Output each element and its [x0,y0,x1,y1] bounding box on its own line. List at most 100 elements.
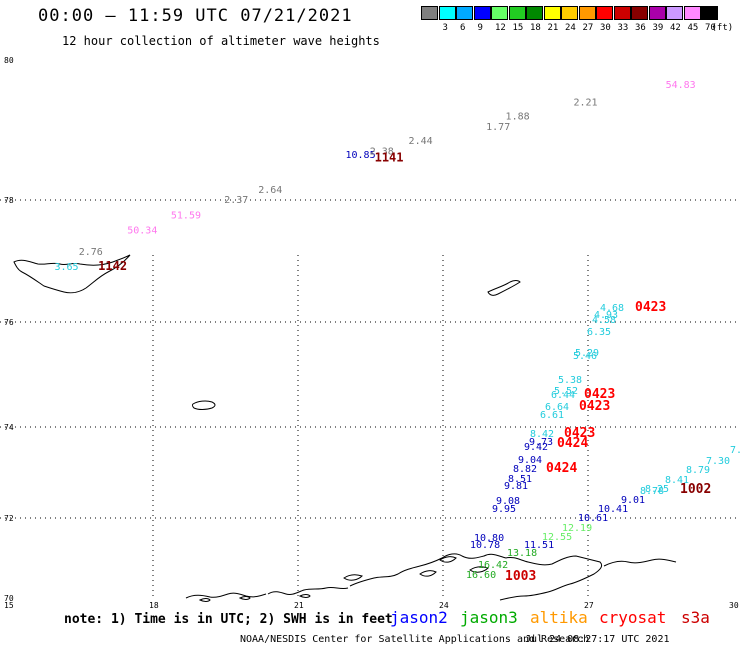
pass-time-label: 1141 [375,151,404,165]
legend-swatch [631,6,648,20]
legend-label: 42 [670,23,681,33]
lon-tick-label: 21 [294,601,304,610]
pass-time-label: 0423 [584,387,615,402]
legend-label: 6 [460,23,466,33]
wave-height-label: 6.64 [545,402,569,413]
norway-islands-4 [343,574,363,581]
wave-height-label: 10.61 [578,513,608,524]
satellite-altika: altika [530,608,588,627]
lat-tick-label: 80 [4,56,14,65]
pass-time-label: 1003 [505,569,536,584]
wave-height-label: 4.93 [594,310,618,321]
bjornoya-island [191,400,216,410]
wave-height-label: 1.77 [486,122,510,133]
wave-height-label: 50.34 [127,226,157,237]
page-subtitle: 12 hour collection of altimeter wave hei… [62,34,380,48]
wave-height-label: 2.64 [258,185,282,196]
legend-swatch [491,6,508,20]
norway-islands-6 [469,566,489,573]
page-title: 00:00 — 11:59 UTC 07/21/2021 [38,6,353,26]
legend-swatch [701,6,718,20]
wave-height-label: 5.46 [573,351,597,362]
legend-label: 39 [652,23,664,33]
lat-tick-label: 78 [4,196,14,205]
satellite-s3a: s3a [681,608,710,627]
norway-islands-7 [419,570,437,577]
wave-height-label: 8.42 [530,429,554,440]
wave-height-label: 2.44 [409,136,433,147]
legend-unit: (ft) [711,23,734,33]
wave-height-label: 12.55 [542,532,572,543]
norway-coast-2 [267,586,349,595]
wave-height-label: 12.19 [562,523,592,534]
pass-time-label: 0423 [579,399,610,414]
norway-islands-5 [439,556,457,563]
wave-height-label: 9.73 [529,437,553,448]
wave-height-label: 8.51 [508,474,532,485]
legend-label: 15 [512,23,524,33]
lat-tick-label: 76 [4,318,14,327]
legend-label: 70 [705,23,716,33]
lon-tick-label: 30 [729,601,739,610]
wave-height-label: 9.81 [504,481,528,492]
legend-swatch [613,6,631,20]
wave-height-label: 2.37 [224,195,248,206]
satellite-jason3: jason3 [460,608,518,627]
wave-height-label: 10.85 [346,150,376,161]
wave-height-label: 4.68 [600,303,624,314]
generated-timestamp: Jul 24 08:27:17 UTC 2021 [525,634,670,645]
wave-height-label: 1.88 [506,112,530,123]
legend-swatch [421,6,438,20]
lat-tick-label: 70 [4,594,14,603]
pass-time-label: 1142 [98,259,127,273]
wave-height-label: 2.76 [79,247,103,258]
norway-coast-1 [185,592,267,599]
legend-label: 18 [530,23,541,33]
wave-height-label: 11.51 [524,540,554,551]
legend-label: 21 [547,23,559,33]
credit-line: NOAA/NESDIS Center for Satellite Applica… [240,634,590,645]
wave-height-label: 9.01 [621,495,645,506]
wave-height-label: 6.44 [551,390,575,401]
pass-time-label: 0423 [635,300,666,315]
legend-label: 3 [442,23,448,33]
legend-swatch [666,6,683,20]
wave-height-label: 2.38 [370,147,394,158]
wave-height-label: 51.59 [171,210,201,221]
wave-height-label: 10.41 [598,504,628,515]
wave-height-label: 16.60 [466,570,496,581]
wave-height-label: 3.65 [55,262,79,273]
legend-swatch [578,6,596,20]
legend-label: 30 [600,23,611,33]
pass-time-label: 0424 [557,436,588,451]
legend-swatch [438,6,456,20]
wave-height-label: 7.30 [706,456,730,467]
wave-height-label: 9.42 [524,442,548,453]
wave-height-label: 9.08 [496,496,520,507]
wave-height-label: 13.18 [507,548,537,559]
lat-tick-label: 72 [4,514,14,523]
norway-islands-3 [298,594,311,598]
satellite-cryosat: cryosat [599,608,667,627]
legend-label: 9 [477,23,483,33]
wave-height-label: 8.79 [686,465,710,476]
svalbard-coast-west [13,254,131,294]
wave-height-label: 16.42 [478,560,508,571]
wave-height-label: 8.78 [640,486,664,497]
wave-height-label: 5.38 [558,375,582,386]
kola-coast [603,558,677,567]
legend-label: 24 [565,23,576,33]
lon-tick-label: 18 [149,601,159,610]
wave-height-label: 4.58 [592,315,616,326]
legend-swatch [456,6,473,20]
footer-notes: note: 1) Time is in UTC; 2) SWH is in fe… [64,612,393,627]
legend-swatch [683,6,701,20]
legend-swatch [596,6,613,20]
wave-height-label: 5.52 [554,386,578,397]
legend-swatch [543,6,561,20]
pass-time-label: 0423 [564,426,595,441]
wave-height-label: 5.29 [575,348,599,359]
pass-time-label: 0424 [546,461,577,476]
